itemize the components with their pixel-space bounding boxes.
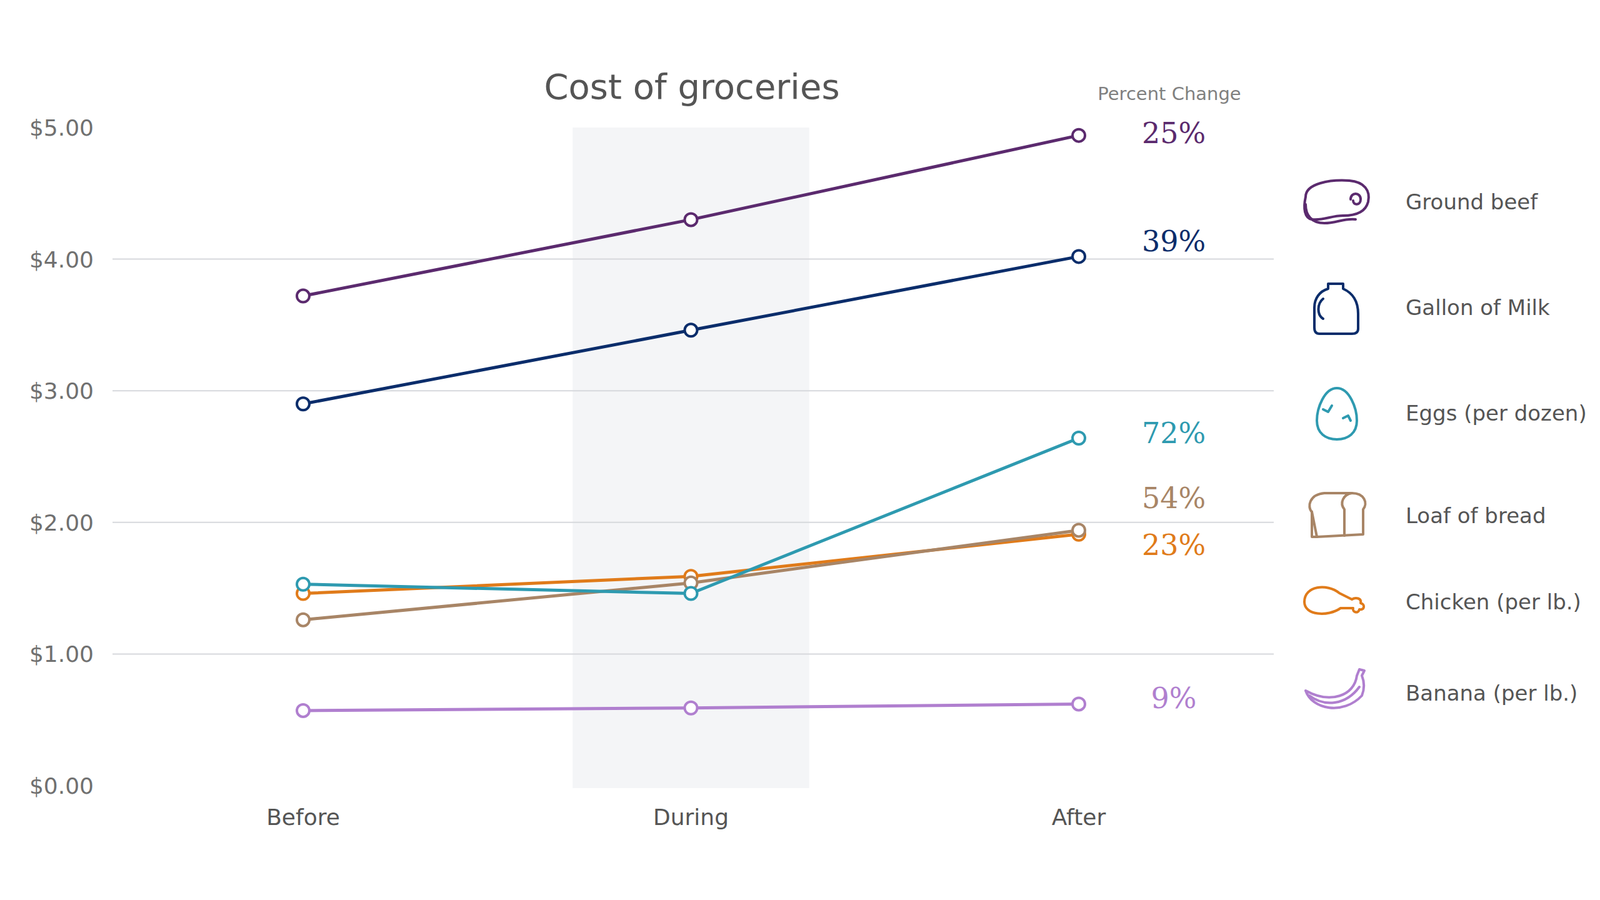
legend-label: Gallon of Milk	[1405, 295, 1550, 320]
annotation-title: Percent Change	[1097, 83, 1241, 105]
y-tick-label: $3.00	[29, 378, 94, 404]
legend-label: Chicken (per lb.)	[1405, 589, 1582, 615]
legend-icon	[1304, 587, 1364, 614]
legend-label: Eggs (per dozen)	[1405, 400, 1587, 426]
data-point	[296, 613, 310, 627]
series-line	[303, 256, 1079, 404]
y-tick-label: $4.00	[29, 246, 94, 273]
legend-icon	[1304, 180, 1369, 224]
chart: Cost of groceries $0.00 $1.00 $2.00 $3.00 $4.…	[0, 0, 1600, 900]
data-point	[296, 578, 310, 591]
data-point	[296, 397, 310, 410]
data-point	[1072, 129, 1085, 142]
y-tick-label: $2.00	[29, 510, 94, 536]
series-line	[303, 438, 1079, 594]
data-point	[1072, 697, 1085, 710]
data-point	[1072, 250, 1085, 263]
period-band	[572, 127, 810, 789]
legend-label: Ground beef	[1405, 189, 1539, 215]
percent-change: 9%	[1151, 681, 1197, 715]
x-tick-label: After	[1051, 804, 1107, 830]
y-tick-label: $1.00	[29, 641, 94, 667]
data-point	[685, 701, 698, 715]
chart-title: Cost of groceries	[543, 66, 840, 107]
legend-icon	[1305, 669, 1365, 709]
data-point	[685, 587, 698, 600]
series-line	[303, 530, 1079, 620]
data-point	[296, 704, 310, 717]
legend-label: Loaf of bread	[1405, 503, 1547, 529]
legend-icon	[1309, 493, 1365, 537]
grid-line	[112, 521, 1274, 524]
data-point	[685, 323, 698, 337]
grid-line	[112, 258, 1274, 260]
data-point	[296, 290, 310, 303]
grid-line	[112, 390, 1274, 392]
percent-change: 72%	[1141, 416, 1206, 450]
legend-icon	[1316, 388, 1357, 440]
grid-line	[112, 653, 1274, 655]
data-point	[1072, 431, 1085, 445]
x-tick-label: During	[653, 804, 729, 830]
percent-change: 25%	[1141, 116, 1206, 150]
percent-change: 54%	[1141, 481, 1206, 515]
legend-icon	[1314, 283, 1359, 334]
percent-change: 39%	[1141, 224, 1206, 259]
data-point	[1072, 523, 1085, 537]
series-line	[303, 135, 1079, 297]
x-tick-label: Before	[266, 804, 340, 830]
legend-label: Banana (per lb.)	[1405, 680, 1578, 706]
percent-change: 23%	[1141, 528, 1206, 562]
y-tick-label: $5.00	[29, 115, 94, 141]
y-tick-label: $0.00	[29, 773, 94, 799]
series-line	[303, 534, 1079, 594]
plot-area	[296, 129, 1085, 717]
data-point	[685, 213, 698, 226]
legend: Ground beef Gallon of Milk Eggs (per dozen…	[1304, 180, 1587, 709]
